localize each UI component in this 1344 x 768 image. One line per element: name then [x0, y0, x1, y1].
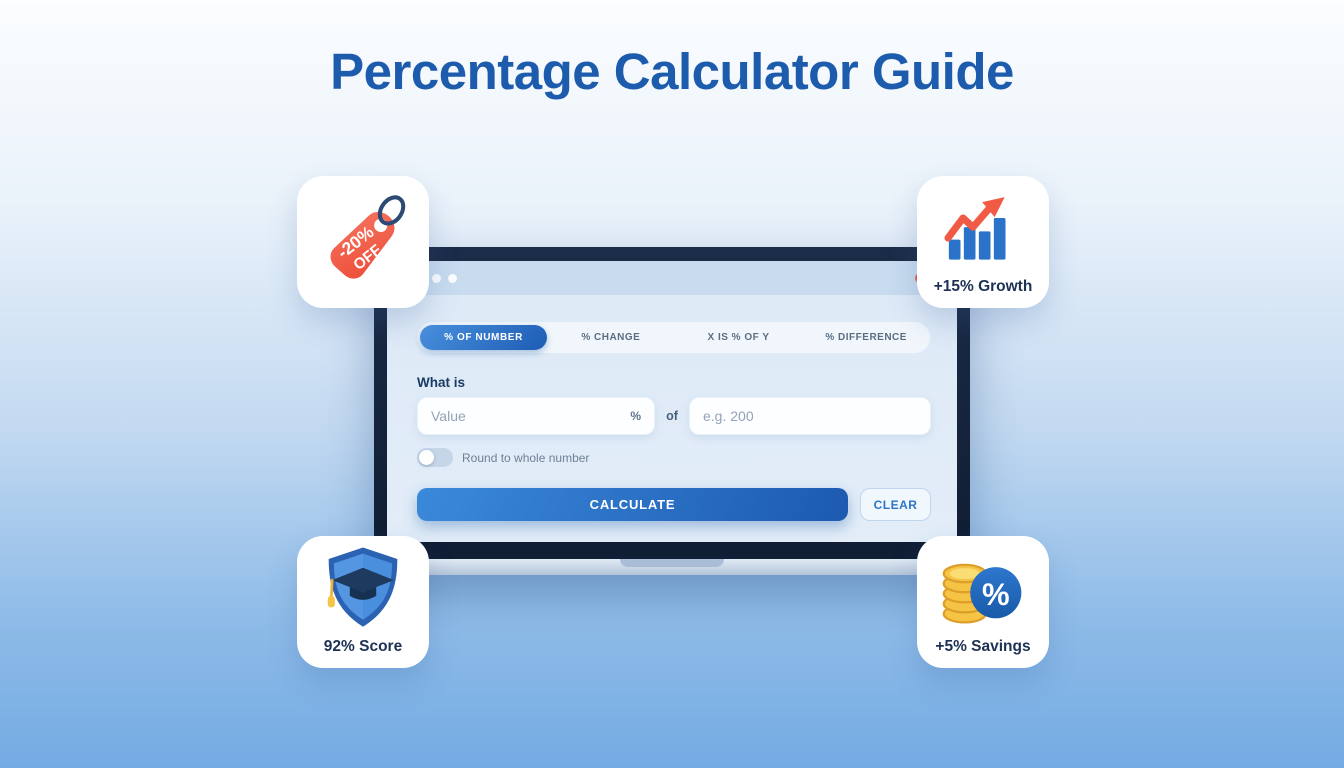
- window-dot-icon: [448, 274, 457, 283]
- browser-toolbar: [387, 261, 957, 295]
- question-label: What is: [417, 375, 466, 390]
- discount-tag-icon: -20% OFF: [330, 195, 406, 279]
- value-input[interactable]: [431, 408, 625, 424]
- tab-x-is-percent-of-y[interactable]: X IS % OF Y: [707, 332, 770, 343]
- discount-card: -20% OFF: [297, 176, 429, 308]
- value-input-box: %: [417, 397, 655, 435]
- round-toggle[interactable]: [417, 448, 453, 467]
- percent-suffix: %: [630, 409, 641, 423]
- tab-percent-difference[interactable]: % DIFFERENCE: [825, 332, 907, 343]
- percent-symbol: %: [982, 577, 1010, 612]
- savings-card: % +5% Savings: [917, 536, 1049, 668]
- base-input[interactable]: [703, 408, 917, 424]
- tab-percent-of-number[interactable]: % OF NUMBER: [420, 325, 547, 350]
- of-label: of: [666, 409, 678, 423]
- score-card: 92% Score: [297, 536, 429, 668]
- growth-card-label: +15% Growth: [933, 278, 1033, 295]
- tab-percent-change[interactable]: % CHANGE: [581, 332, 641, 343]
- base-input-box: [689, 397, 931, 435]
- calculator-tab-bar: % OF NUMBER % CHANGE X IS % OF Y % DIFFE…: [417, 322, 930, 353]
- growth-card: +15% Growth: [917, 176, 1049, 308]
- page-title: Percentage Calculator Guide: [330, 43, 1014, 100]
- shield-graduation-icon: [327, 547, 398, 627]
- laptop-base: [366, 559, 978, 575]
- toggle-knob: [419, 450, 434, 465]
- growth-chart-icon: [944, 197, 1006, 260]
- savings-card-label: +5% Savings: [935, 638, 1031, 655]
- calculate-button[interactable]: CALCULATE: [417, 488, 848, 521]
- round-toggle-label: Round to whole number: [462, 451, 590, 465]
- window-dot-icon: [432, 274, 441, 283]
- clear-button[interactable]: CLEAR: [860, 488, 931, 521]
- score-card-label: 92% Score: [323, 638, 403, 655]
- laptop-base-notch: [620, 559, 724, 567]
- coins-percent-icon: %: [942, 563, 1022, 624]
